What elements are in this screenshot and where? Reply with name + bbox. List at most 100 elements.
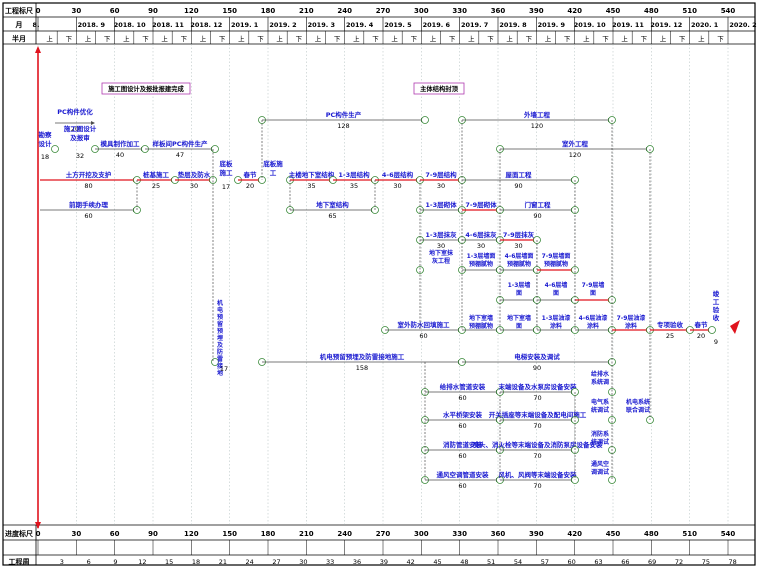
task-name: 喷头、消火栓等末端设备及消防泵房设备安装 xyxy=(473,440,604,449)
task-name: 4-6层抹灰 xyxy=(465,230,497,239)
task-duration: 30 xyxy=(437,182,445,190)
label: 接 xyxy=(216,362,223,370)
week-cell: 48 xyxy=(460,558,468,566)
task-name: 涂料 xyxy=(625,322,637,330)
task-duration: 47 xyxy=(176,151,184,159)
month-cell: 2019. 6 xyxy=(423,21,451,29)
week-cell: 42 xyxy=(407,558,415,566)
month-cell: 2019. 1 xyxy=(231,21,259,29)
task-duration: 90 xyxy=(514,182,522,190)
task-name: 消防管道安装 xyxy=(443,440,483,449)
node xyxy=(608,416,616,424)
task-duration: 60 xyxy=(458,482,466,490)
half-cell: 下 xyxy=(641,35,648,43)
label: 雷 xyxy=(217,355,223,363)
task-name: 4-6层结构 xyxy=(382,170,414,179)
scale-tick: 270 xyxy=(376,530,391,538)
month-cell: 2018. 10 xyxy=(114,21,146,29)
scale-tick: 180 xyxy=(261,530,276,538)
half-cell: 下 xyxy=(526,35,533,43)
task-name: 7-9层油漆 xyxy=(617,314,646,322)
label: 预 xyxy=(217,327,223,335)
scale-tick: 90 xyxy=(148,7,158,15)
task-name: 样板间PC构件生产 xyxy=(152,139,208,148)
scale-tick: 270 xyxy=(376,7,391,15)
task-name: 预棚腻物 xyxy=(469,322,493,330)
half-cell: 下 xyxy=(104,35,111,43)
task-name: 地下室抹 xyxy=(429,249,454,257)
task-name: 电梯安装及调试 xyxy=(514,352,560,361)
task-name: 7-9层砌体 xyxy=(465,200,497,209)
scale-tick: 210 xyxy=(299,530,314,538)
milestone-label: 主体结构封顶 xyxy=(420,84,458,93)
month-cell: 2018. 12 xyxy=(190,21,222,29)
scale-tick: 360 xyxy=(491,530,506,538)
task-duration: 60 xyxy=(458,394,466,402)
half-cell: 下 xyxy=(449,35,456,43)
task-duration: 90 xyxy=(533,212,541,220)
task-name: 春节 xyxy=(243,170,258,179)
task-name: 统调试 xyxy=(591,406,609,414)
month-cell: 2020. 1 xyxy=(691,21,719,29)
task-name: 工 xyxy=(270,169,277,177)
task-name: 预棚腻物 xyxy=(469,260,493,268)
task-name: 底板施 xyxy=(263,159,283,168)
task-name: 设计 xyxy=(39,139,53,148)
task-name: 地下室墙 xyxy=(507,314,531,322)
task-duration: 120 xyxy=(569,151,581,159)
scale-tick: 450 xyxy=(606,7,621,15)
month-cell: 2019. 3 xyxy=(308,21,335,29)
month-cell: 2019. 11 xyxy=(612,21,644,29)
task-name: 给排水管道安装 xyxy=(440,382,486,391)
task-name: 预棚腻物 xyxy=(507,260,531,268)
task-name: 涂料 xyxy=(587,322,599,330)
task-duration: 65 xyxy=(328,212,336,220)
task-name: 春节 xyxy=(694,320,709,329)
task-duration: 90 xyxy=(533,364,541,372)
task-name: 桩基施工 xyxy=(143,170,170,179)
scale-bottom-label: 进度标尺 xyxy=(5,529,33,538)
scale-tick: 150 xyxy=(222,7,237,15)
task-name: 1-3层抹灰 xyxy=(425,230,457,239)
month-cell: 2019. 7 xyxy=(461,21,488,29)
half-cell: 上 xyxy=(583,34,590,43)
week-cell: 60 xyxy=(568,558,576,566)
half-cell: 上 xyxy=(430,34,437,43)
half-cell: 上 xyxy=(545,34,552,43)
label: 预 xyxy=(217,313,223,321)
week-label: 工程周 xyxy=(9,557,30,566)
task-duration: 35 xyxy=(307,182,315,190)
half-cell: 上 xyxy=(660,34,667,43)
task-duration: 158 xyxy=(356,364,368,372)
node xyxy=(608,388,616,396)
half-cell: 下 xyxy=(181,35,188,43)
task-name: 门窗工程 xyxy=(525,200,552,209)
task-name: 施工 xyxy=(220,168,234,177)
week-cell: 54 xyxy=(514,558,522,566)
week-cell: 78 xyxy=(729,558,737,566)
task-name: 垫层及防水 xyxy=(178,170,211,179)
task-name: 及报审 xyxy=(70,133,90,142)
week-cell: 21 xyxy=(219,558,227,566)
task-duration: 128 xyxy=(337,122,349,130)
node xyxy=(51,145,59,153)
task-duration: 35 xyxy=(350,182,358,190)
scale-tick: 480 xyxy=(644,7,659,15)
scale-tick: 330 xyxy=(452,7,467,15)
scale-tick: 240 xyxy=(337,530,352,538)
half-cell: 上 xyxy=(123,34,130,43)
node xyxy=(421,116,429,124)
node xyxy=(608,476,616,484)
task-name: PC构件优化 xyxy=(57,107,93,116)
half-cell: 上 xyxy=(621,34,628,43)
scale-tick: 300 xyxy=(414,7,429,15)
month-cell: 2018. 9 xyxy=(78,21,106,29)
month-cell: 2019. 8 xyxy=(499,21,527,29)
task-duration: 60 xyxy=(458,422,466,430)
label: 验 xyxy=(713,305,720,314)
task-name: 联合调试 xyxy=(626,406,650,414)
month-cell: 2019. 9 xyxy=(538,21,566,29)
task-name: 机电系统 xyxy=(626,398,650,406)
task-duration: 18 xyxy=(41,153,49,161)
task-name: 系统调 xyxy=(591,378,609,386)
